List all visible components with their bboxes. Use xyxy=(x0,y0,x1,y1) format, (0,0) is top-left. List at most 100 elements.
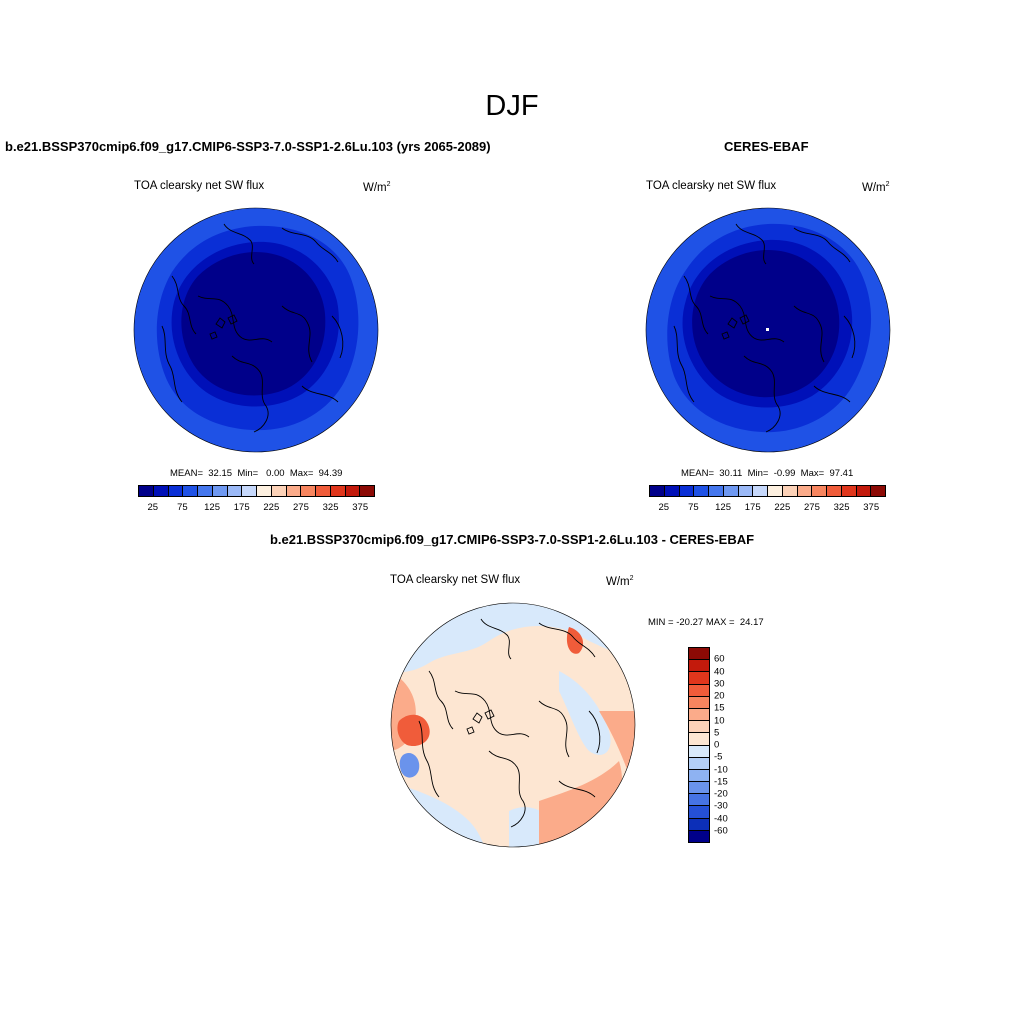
colorbar-tick-label: 30 xyxy=(714,678,725,690)
colorbar-swatch xyxy=(709,486,724,496)
colorbar-tick-label: 175 xyxy=(233,502,250,513)
right-variable-title: TOA clearsky net SW flux xyxy=(646,180,777,192)
colorbar-tick-label: 375 xyxy=(863,502,880,513)
colorbar-tick-label: 5 xyxy=(714,727,720,739)
right-colorbar-ticks: 25 75 125 175 225 275 325 375 xyxy=(649,497,886,513)
colorbar-swatch xyxy=(330,486,346,496)
colorbar-tick-label: -20 xyxy=(714,788,728,800)
colorbar-swatch xyxy=(345,486,361,496)
colorbar-swatch xyxy=(689,648,709,661)
colorbar-tick-label: 225 xyxy=(263,502,280,513)
left-colorbar-ticks: 25 75 125 175 225 275 325 375 xyxy=(138,497,375,513)
colorbar-swatch xyxy=(360,486,374,496)
colorbar-tick-label: 10 xyxy=(714,715,725,726)
colorbar-tick-label: -5 xyxy=(714,751,723,763)
colorbar-swatch xyxy=(689,660,709,673)
left-polar-map xyxy=(133,207,379,453)
colorbar-tick-label: 225 xyxy=(774,502,791,513)
colorbar-swatch xyxy=(689,721,709,734)
colorbar-tick-label: 175 xyxy=(744,502,761,513)
colorbar-swatch xyxy=(271,486,287,496)
right-map-pole-missing xyxy=(766,328,769,331)
difference-title: b.e21.BSSP370cmip6.f09_g17.CMIP6-SSP3-7.… xyxy=(269,532,755,547)
colorbar-swatch xyxy=(689,782,709,795)
colorbar-swatch xyxy=(242,486,257,496)
colorbar-swatch xyxy=(689,708,709,722)
colorbar-swatch xyxy=(738,486,754,496)
colorbar-swatch xyxy=(301,486,316,496)
colorbar-swatch xyxy=(856,486,872,496)
colorbar-swatch xyxy=(139,486,154,496)
colorbar-tick-label: 325 xyxy=(322,502,339,513)
right-map-coastlines xyxy=(673,223,856,433)
left-map-coastlines xyxy=(161,223,344,433)
colorbar-swatch xyxy=(689,672,709,685)
colorbar-swatch xyxy=(768,486,783,496)
right-colorbar: 25 75 125 175 225 275 325 375 xyxy=(649,485,886,513)
colorbar-swatch xyxy=(689,830,709,842)
left-map-core xyxy=(181,252,326,396)
colorbar-tick-label: 60 xyxy=(714,653,725,665)
colorbar-swatch xyxy=(168,486,184,496)
colorbar-swatch xyxy=(797,486,813,496)
left-colorbar-swatches xyxy=(138,485,375,497)
colorbar-swatch xyxy=(689,818,709,831)
colorbar-tick-label: 275 xyxy=(293,502,309,513)
colorbar-tick-label: 125 xyxy=(715,502,731,513)
colorbar-tick-label: -30 xyxy=(714,800,728,812)
colorbar-swatch xyxy=(183,486,198,496)
left-units: W/m2 xyxy=(363,181,391,194)
right-colorbar-swatches xyxy=(649,485,886,497)
colorbar-swatch xyxy=(689,806,709,819)
right-panel-title: CERES-EBAF xyxy=(724,139,809,154)
colorbar-tick-label: -10 xyxy=(714,764,728,775)
difference-variable-title: TOA clearsky net SW flux xyxy=(390,574,521,586)
difference-west-cool xyxy=(399,752,420,778)
colorbar-swatch xyxy=(689,769,709,783)
colorbar-tick-label: 0 xyxy=(714,739,720,751)
difference-colorbar-ticks: 60 40 30 20 15 10 5 0 -5 -10 -15 -20 -30 -40 -60 xyxy=(714,647,754,843)
colorbar-tick-label: -15 xyxy=(714,776,728,788)
colorbar-swatch xyxy=(257,486,272,496)
colorbar-swatch xyxy=(227,486,243,496)
colorbar-swatch xyxy=(827,486,842,496)
right-units: W/m2 xyxy=(862,181,890,194)
colorbar-swatch xyxy=(198,486,213,496)
colorbar-swatch xyxy=(689,794,709,807)
colorbar-swatch xyxy=(841,486,857,496)
difference-colorbar-swatches xyxy=(688,647,710,843)
right-map-core xyxy=(692,250,840,398)
colorbar-tick-label: -40 xyxy=(714,813,728,824)
colorbar-tick-label: 25 xyxy=(147,502,159,513)
colorbar-swatch xyxy=(212,486,228,496)
colorbar-tick-label: 75 xyxy=(688,502,699,513)
left-panel-title: b.e21.BSSP370cmip6.f09_g17.CMIP6-SSP3-7.… xyxy=(5,139,491,154)
colorbar-tick-label: 25 xyxy=(658,502,670,513)
colorbar-tick-label: 275 xyxy=(804,502,820,513)
colorbar-tick-label: 325 xyxy=(833,502,850,513)
colorbar-tick-label: 20 xyxy=(714,690,725,702)
difference-east-blue xyxy=(559,671,611,755)
left-variable-title: TOA clearsky net SW flux xyxy=(134,180,265,192)
colorbar-swatch xyxy=(782,486,798,496)
colorbar-swatch xyxy=(689,696,709,709)
colorbar-swatch xyxy=(286,486,302,496)
colorbar-tick-label: 375 xyxy=(352,502,369,513)
colorbar-swatch xyxy=(689,733,709,746)
colorbar-swatch xyxy=(723,486,739,496)
colorbar-swatch xyxy=(664,486,680,496)
difference-west-hot xyxy=(397,714,430,747)
colorbar-swatch xyxy=(689,684,709,697)
colorbar-swatch xyxy=(689,757,709,770)
colorbar-tick-label: 75 xyxy=(177,502,188,513)
colorbar-swatch xyxy=(753,486,768,496)
colorbar-tick-label: -60 xyxy=(714,825,728,837)
colorbar-swatch xyxy=(650,486,665,496)
figure-title: DJF xyxy=(485,90,539,122)
colorbar-swatch xyxy=(679,486,695,496)
difference-minmax: MIN = -20.27 MAX = 24.17 xyxy=(648,617,764,628)
left-colorbar: 25 75 125 175 225 275 325 375 xyxy=(138,485,375,513)
colorbar-swatch xyxy=(153,486,169,496)
colorbar-tick-label: 15 xyxy=(714,702,725,714)
colorbar-tick-label: 125 xyxy=(204,502,220,513)
